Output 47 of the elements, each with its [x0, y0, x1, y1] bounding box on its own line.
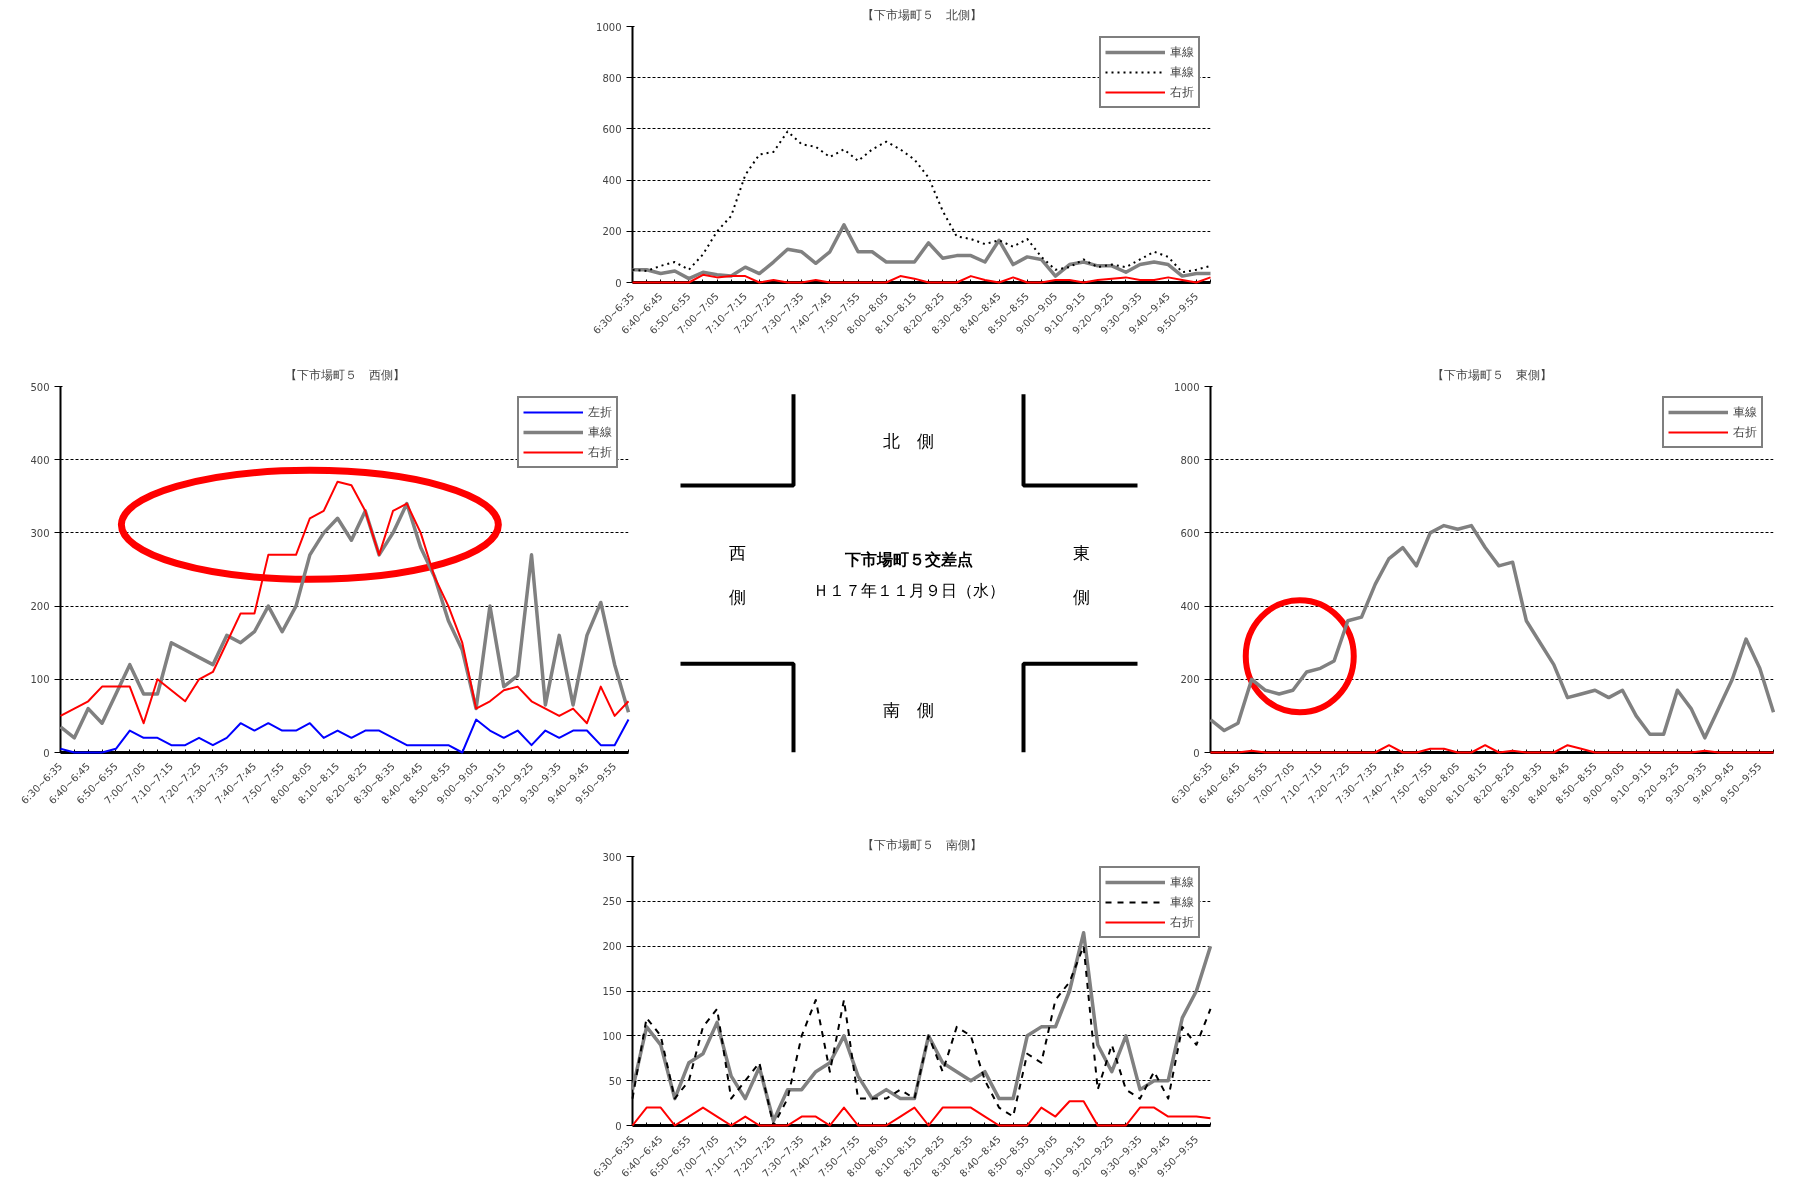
y-tick-label: 100 [602, 1030, 622, 1042]
legend-label: 車線 [1733, 403, 1757, 421]
y-tick-label: 800 [602, 72, 622, 84]
y-tick-label: 400 [602, 175, 622, 187]
y-tick-label: 400 [1180, 601, 1200, 613]
chart-title: 【下市場町５ 西側】 [284, 367, 405, 382]
legend-label: 左折 [588, 403, 612, 421]
y-tick-label: 250 [602, 896, 622, 908]
y-tick-label: 200 [30, 601, 50, 613]
y-tick-label: 600 [1180, 527, 1200, 539]
chart-title: 【下市場町５ 北側】 [861, 7, 982, 22]
y-tick-label: 100 [30, 674, 50, 686]
text: 東側 [1073, 542, 1090, 607]
chart-title: 【下市場町５ 東側】 [1432, 367, 1552, 382]
y-tick-label: 800 [1180, 454, 1200, 466]
y-tick-label: 0 [1193, 747, 1200, 759]
text: 西側 [729, 542, 746, 607]
y-tick-label: 200 [1180, 674, 1200, 686]
y-tick-label: 150 [602, 986, 622, 997]
chart-title: 【下市場町５ 南側】 [861, 837, 982, 852]
legend-label: 車線 [588, 423, 612, 441]
legend-label: 車線 [1170, 873, 1194, 891]
legend-label: 右折 [1733, 423, 1757, 441]
text: 南 側 [883, 699, 934, 720]
y-tick-label: 300 [602, 851, 622, 863]
text: 北 側 [883, 431, 934, 452]
legend-label: 車線 [1170, 43, 1194, 61]
text: Ｈ１７年１１月９日（水） [812, 581, 1005, 601]
y-tick-label: 200 [602, 226, 622, 238]
legend-label: 車線 [1170, 893, 1194, 911]
y-tick-label: 600 [602, 123, 622, 135]
y-tick-label: 500 [30, 381, 50, 393]
y-tick-label: 400 [30, 454, 50, 466]
legend-label: 車線 [1170, 63, 1194, 81]
y-tick-label: 0 [615, 1120, 622, 1132]
legend-label: 右折 [1170, 913, 1194, 931]
y-tick-label: 1000 [596, 21, 622, 33]
legend-label: 右折 [1170, 83, 1194, 101]
y-tick-label: 200 [602, 941, 622, 953]
text: 下市場町５交差点 [843, 549, 973, 569]
y-tick-label: 1000 [1174, 381, 1200, 393]
legend-label: 右折 [588, 443, 612, 461]
y-tick-label: 0 [615, 277, 622, 289]
y-tick-label: 50 [608, 1075, 622, 1087]
line-series [1208, 523, 1776, 740]
y-tick-label: 0 [43, 747, 50, 759]
y-tick-label: 300 [30, 527, 50, 539]
